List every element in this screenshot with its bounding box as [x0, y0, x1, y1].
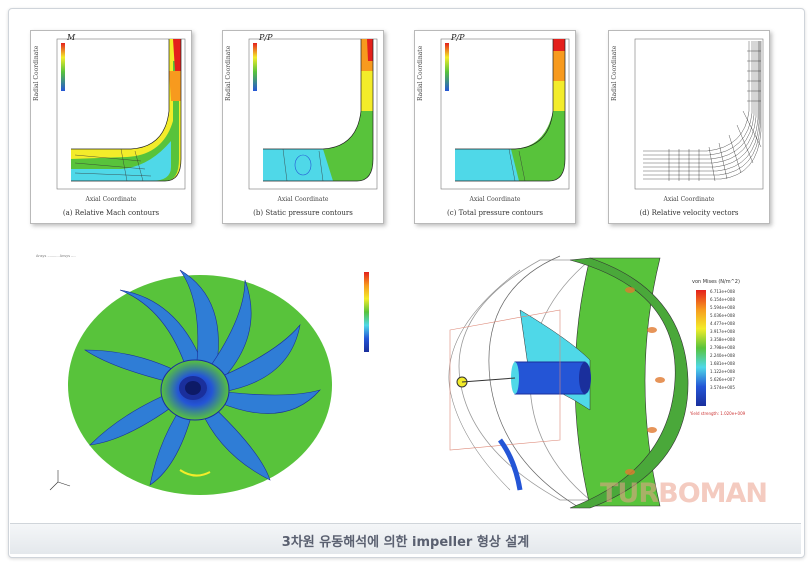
right-legend-colorbar [696, 290, 706, 406]
y-axis-label: Radial Coordinate [611, 45, 618, 101]
total-pressure-plot [440, 38, 570, 190]
panel-caption: (d) Relative velocity vectors [639, 209, 739, 217]
y-axis-label: Radial Coordinate [225, 45, 232, 101]
impeller-left-graphic [49, 269, 332, 495]
turboman-watermark: TURBOMAN [600, 478, 768, 509]
panel-caption: (a) Relative Mach contours [62, 209, 160, 217]
left-color-legend [364, 272, 390, 352]
total-pressure-panel: P/P Radial Coordinate Axial Coordinate (… [414, 30, 576, 224]
mach-contour-panel: M Radial Coordinate Axial Coordinate (a)… [30, 30, 192, 224]
mach-contour-plot [56, 38, 186, 190]
static-pressure-plot [248, 38, 378, 190]
velocity-vector-panel: Radial Coordinate Axial Coordinate (d) R… [608, 30, 770, 224]
static-pressure-variable-label: P/P [259, 33, 273, 42]
panel-caption: (c) Total pressure contours [447, 209, 543, 217]
panel-caption: (b) Static pressure contours [253, 209, 353, 217]
impeller-stress-render: Ansys .......... Ansys .... [30, 250, 400, 510]
y-axis-label: Radial Coordinate [417, 45, 424, 101]
render-header-text: Ansys .......... Ansys .... [36, 254, 76, 258]
y-axis-label: Radial Coordinate [33, 45, 40, 101]
total-pressure-variable-label: P/P [451, 33, 465, 42]
impeller-right-graphic [448, 255, 689, 509]
right-legend-title: von Mises (N/m^2) [692, 279, 740, 285]
mach-variable-label: M [67, 33, 76, 42]
x-axis-label: Axial Coordinate [85, 196, 137, 203]
x-axis-label: Axial Coordinate [277, 196, 329, 203]
footer-bar: 3차원 유동해석에 의한 impeller 형상 설계 [10, 523, 801, 554]
footer-title: 3차원 유동해석에 의한 impeller 형상 설계 [281, 535, 530, 550]
right-color-legend: 6.713e+008 6.154e+008 5.594e+008 5.036e+00… [696, 289, 786, 410]
velocity-vector-plot [634, 38, 764, 190]
impeller-vonmises-render: von Mises (N/m^2) 6.713e+008 6.154e+008 5… [420, 250, 790, 515]
x-axis-label: Axial Coordinate [663, 196, 715, 203]
yield-strength-label: Yield strength: 1.020e+009 [690, 411, 746, 416]
static-pressure-panel: P/P Radial Coordinate Axial Coordinate (… [222, 30, 384, 224]
right-legend-levels: 6.713e+008 6.154e+008 5.594e+008 5.036e+00… [710, 289, 735, 390]
x-axis-label: Axial Coordinate [469, 196, 521, 203]
